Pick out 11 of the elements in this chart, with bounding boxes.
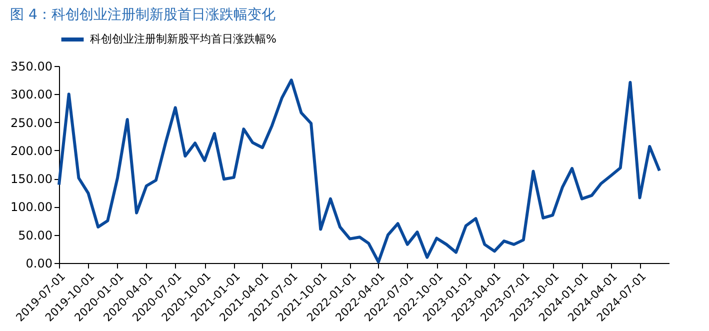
y-tick-label: 200.00 [10, 144, 52, 158]
legend-label: 科创创业注册制新股平均首日涨跌幅% [90, 32, 276, 46]
y-tick-label: 300.00 [10, 88, 52, 102]
chart-title: 图 4：科创创业注册制新股首日涨跌幅变化 [10, 7, 276, 23]
y-tick-label: 150.00 [10, 172, 52, 186]
y-tick-label: 0.00 [26, 256, 52, 270]
line-series [58, 78, 661, 264]
y-tick-label: 350.00 [10, 60, 52, 74]
y-tick-label: 250.00 [10, 116, 52, 130]
y-tick-label: 100.00 [10, 200, 52, 214]
y-tick-label: 50.00 [18, 228, 52, 242]
